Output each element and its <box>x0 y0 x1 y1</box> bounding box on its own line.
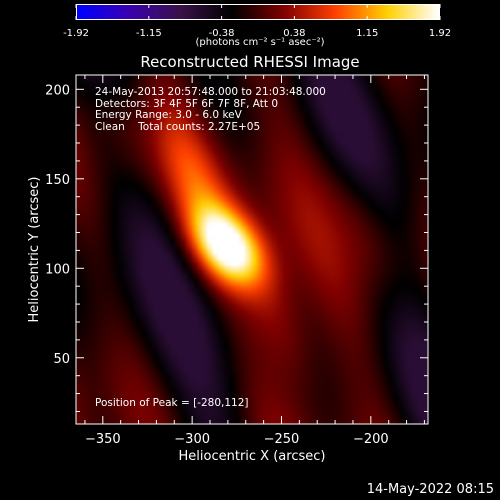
y-tick-label: 150 <box>45 173 70 188</box>
chart-title: Reconstructed RHESSI Image <box>140 53 360 71</box>
peak-position-text: Position of Peak = [-280,112] <box>95 397 249 409</box>
x-axis-label: Heliocentric X (arcsec) <box>179 449 326 464</box>
colorbar <box>76 4 440 20</box>
time-range-text: 24-May-2013 20:57:48.000 to 21:03:48.000 <box>95 86 326 98</box>
heatmap-plot: −350 −300 −250 −200 50 100 150 200 Heliocentric … <box>27 74 429 464</box>
x-tick-label: −300 <box>174 432 210 447</box>
clean-counts-text: Clean Total counts: 2.27E+05 <box>95 120 261 133</box>
energy-range-text: Energy Range: 3.0 - 6.0 keV <box>95 109 242 122</box>
footer-timestamp: 14-May-2022 08:15 <box>366 482 494 497</box>
plot-frame <box>75 74 429 425</box>
detectors-text: Detectors: 3F 4F 5F 6F 7F 8F, Att 0 <box>95 97 279 110</box>
x-tick-label: −250 <box>264 432 300 447</box>
colorbar-tick-label: -1.15 <box>136 28 162 39</box>
y-axis-label: Heliocentric Y (arcsec) <box>27 177 42 323</box>
y-tick-label: 50 <box>53 352 70 367</box>
x-tick-label: −350 <box>85 432 121 447</box>
y-tick-label: 100 <box>45 262 70 277</box>
colorbar-tick-label: 0.38 <box>283 28 305 39</box>
colorbar-ticks: -1.92 -1.15 -0.38 0.38 1.15 1.92 <box>63 4 451 39</box>
colorbar-tick-label: -1.92 <box>63 28 89 39</box>
colorbar-tick-label: 1.92 <box>429 28 451 39</box>
colorbar-unit-label: (photons cm⁻² s⁻¹ asec⁻²) <box>195 37 325 48</box>
x-tick-label: −200 <box>353 432 389 447</box>
y-tick-label: 200 <box>45 83 70 98</box>
colorbar-tick-label: 1.15 <box>356 28 378 39</box>
observation-info: 24-May-2013 20:57:48.000 to 21:03:48.000… <box>95 86 326 133</box>
colorbar-tick-label: -0.38 <box>209 28 235 39</box>
heatmap-image <box>76 75 428 424</box>
